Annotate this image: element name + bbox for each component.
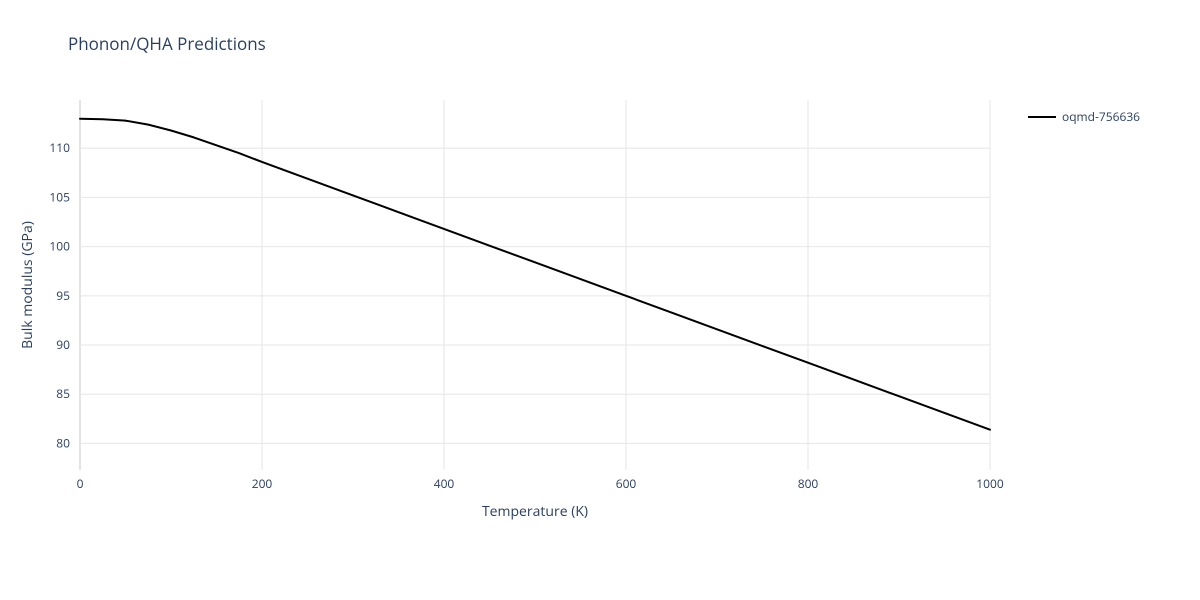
x-tick-label: 200 — [252, 475, 273, 492]
y-tick-label: 105 — [49, 188, 70, 205]
x-axis-label: Temperature (K) — [482, 502, 588, 521]
y-tick-label: 110 — [49, 139, 70, 156]
y-tick-label: 95 — [56, 287, 70, 304]
legend-swatch — [1028, 116, 1056, 118]
x-tick-label: 1000 — [976, 475, 1004, 492]
y-axis-label: Bulk modulus (GPa) — [18, 221, 37, 349]
x-tick-label: 400 — [434, 475, 455, 492]
y-tick-label: 100 — [49, 238, 70, 255]
y-tick-label: 85 — [56, 385, 70, 402]
legend-label: oqmd-756636 — [1062, 108, 1140, 125]
y-tick-label: 90 — [56, 336, 70, 353]
x-tick-label: 600 — [616, 475, 637, 492]
x-tick-label: 800 — [798, 475, 819, 492]
legend[interactable]: oqmd-756636 — [1028, 108, 1140, 125]
chart-container: Phonon/QHA Predictions 02004006008001000… — [0, 0, 1200, 600]
y-tick-label: 80 — [56, 434, 70, 451]
chart-svg: 0 200 400 600 800 1000 80 85 90 95 100 105 110 Temper… — [0, 0, 1200, 600]
x-tick-label: 0 — [77, 475, 84, 492]
series-line[interactable] — [80, 119, 990, 430]
